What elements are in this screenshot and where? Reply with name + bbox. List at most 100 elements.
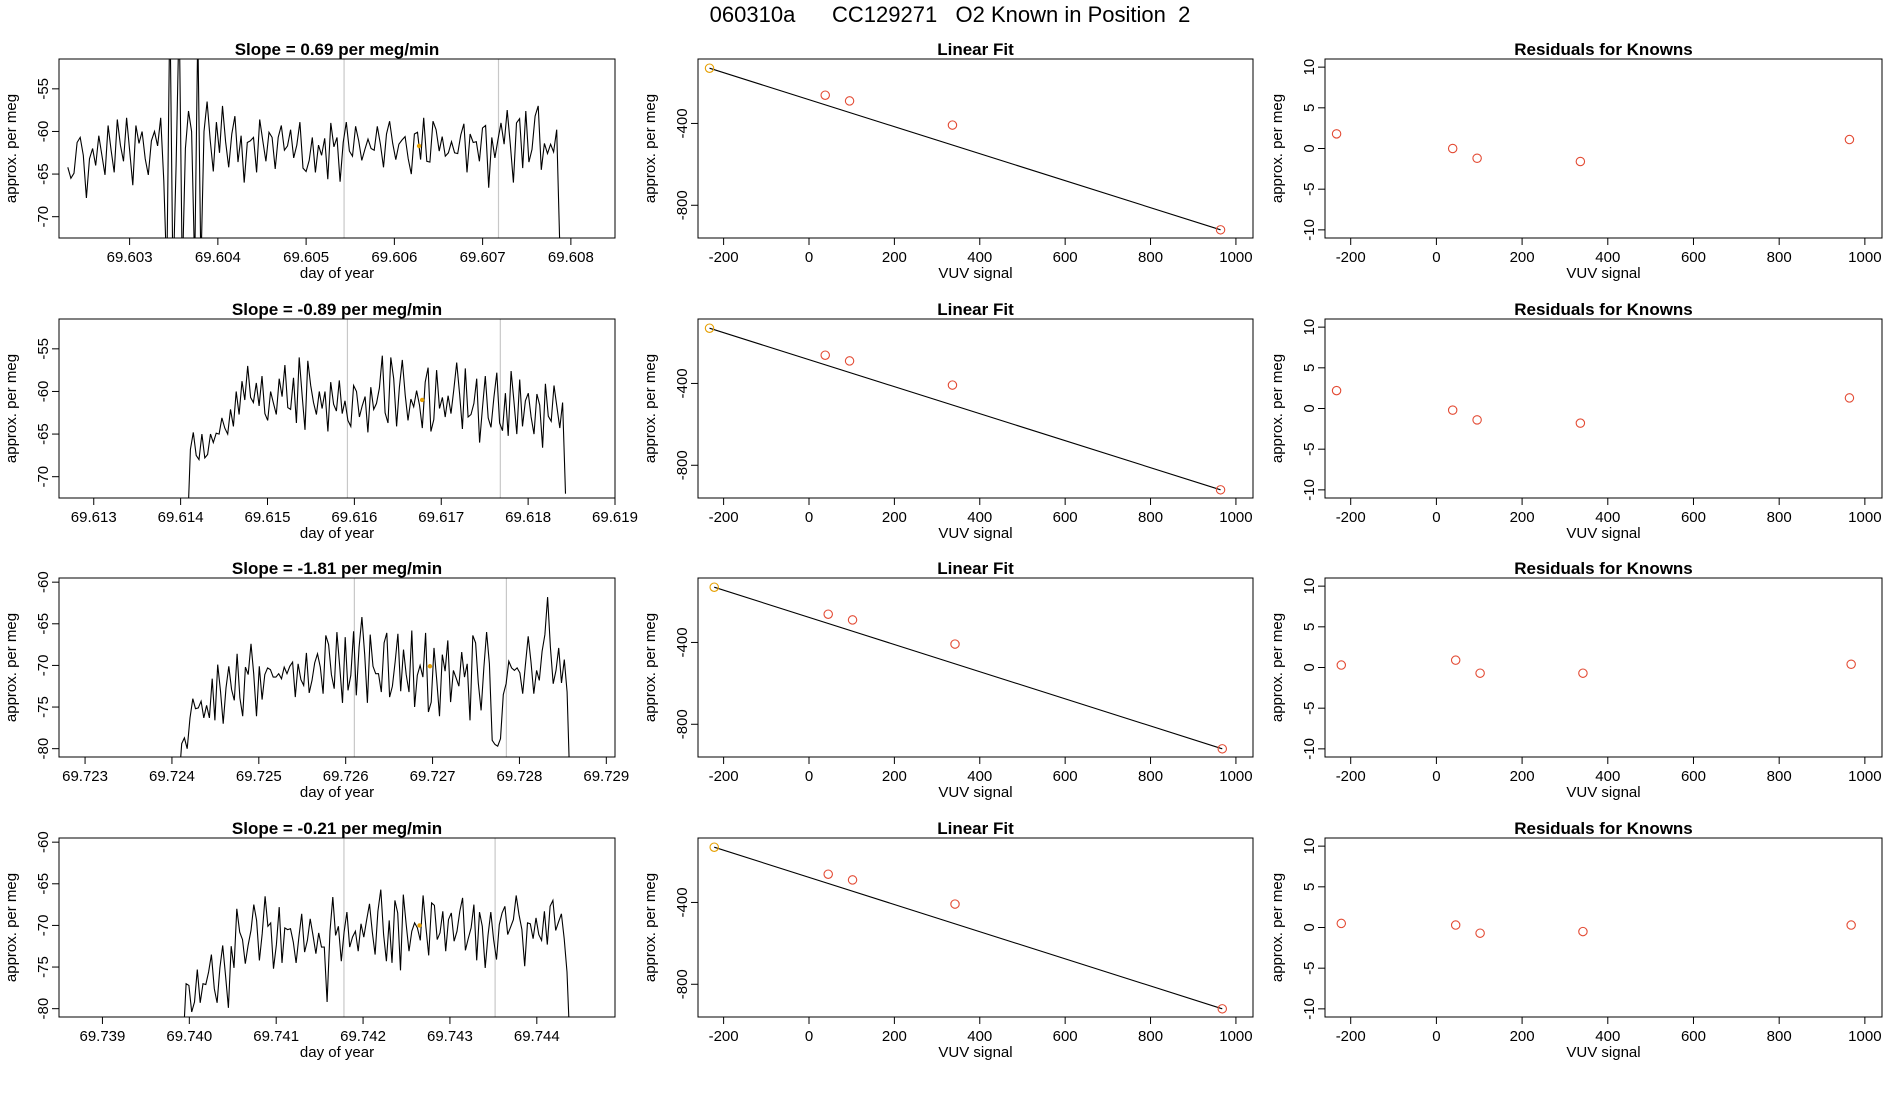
y-tick-label: 5 bbox=[1301, 883, 1318, 891]
x-axis-label: VUV signal bbox=[938, 265, 1012, 282]
x-tick-label: 600 bbox=[1053, 768, 1078, 785]
x-tick-label: 400 bbox=[1595, 768, 1620, 785]
x-tick-label: 1000 bbox=[1848, 249, 1881, 266]
data-point bbox=[847, 615, 858, 625]
y-tick-label: 10 bbox=[1301, 59, 1318, 76]
panel-8: Linear Fit -200 0 200 400 600 800 1000 -400 -800 V… bbox=[642, 819, 1254, 1061]
data-point bbox=[704, 63, 715, 73]
x-tick-label: 69.619 bbox=[592, 509, 638, 526]
panel-title: Residuals for Knowns bbox=[1514, 40, 1693, 59]
y-tick-label: -70 bbox=[35, 655, 52, 677]
y-tick-label: -60 bbox=[35, 571, 52, 593]
x-tick-label: 0 bbox=[1432, 249, 1440, 266]
data-point bbox=[1217, 1004, 1228, 1014]
data-point bbox=[1578, 668, 1588, 678]
panel-11: Residuals for Knowns-200 0 200 400 600 800 100… bbox=[1269, 559, 1883, 801]
x-tick-label: 0 bbox=[805, 509, 813, 526]
x-tick-label: 69.616 bbox=[331, 509, 377, 526]
data-point bbox=[847, 875, 858, 885]
panel-frame bbox=[1324, 318, 1883, 499]
y-tick-label: -80 bbox=[35, 738, 52, 760]
x-tick-label: -200 bbox=[1336, 1028, 1366, 1045]
y-tick-label: 10 bbox=[1301, 838, 1318, 855]
panel-title: Linear Fit bbox=[937, 819, 1014, 838]
y-tick-label: -10 bbox=[1301, 738, 1318, 760]
x-tick-label: 69.604 bbox=[195, 249, 241, 266]
data-point bbox=[950, 639, 960, 649]
data-point bbox=[1844, 393, 1855, 403]
panel-title: Slope = -0.21 per meg/min bbox=[232, 819, 442, 838]
y-tick-label: -65 bbox=[35, 613, 52, 635]
panel-4: Slope = -0.21 per meg/min 69.739 69.740 69.… bbox=[3, 819, 616, 1061]
y-tick-label: -70 bbox=[35, 206, 52, 228]
x-tick-label: 800 bbox=[1138, 249, 1163, 266]
y-axis-label: approx. per meg bbox=[642, 873, 659, 982]
x-tick-label: 400 bbox=[967, 509, 992, 526]
data-point bbox=[1336, 918, 1347, 929]
y-tick-label: 5 bbox=[1301, 104, 1318, 112]
x-tick-label: 69.739 bbox=[79, 1028, 125, 1045]
x-tick-label: 400 bbox=[967, 249, 992, 266]
x-axis-label: day of year bbox=[300, 265, 374, 282]
panel-frame bbox=[58, 318, 616, 499]
data-point bbox=[823, 869, 833, 879]
data-point bbox=[1575, 156, 1586, 167]
panel-title: Residuals for Knowns bbox=[1514, 559, 1693, 578]
y-tick-label: -55 bbox=[35, 338, 52, 360]
x-axis-label: day of year bbox=[300, 1044, 374, 1061]
x-tick-label: -200 bbox=[1336, 509, 1366, 526]
x-tick-label: 800 bbox=[1767, 509, 1792, 526]
x-tick-label: 600 bbox=[1053, 509, 1078, 526]
y-tick-label: -80 bbox=[35, 998, 52, 1020]
panel-10: Residuals for Knowns-200 0 200 400 600 800 100… bbox=[1269, 300, 1883, 542]
data-series-line bbox=[183, 889, 570, 1017]
plot-area bbox=[188, 319, 567, 498]
y-tick-label: -65 bbox=[35, 163, 52, 185]
y-tick-label: -800 bbox=[674, 450, 691, 480]
x-tick-label: 0 bbox=[805, 249, 813, 266]
data-point bbox=[704, 323, 715, 333]
x-tick-label: 800 bbox=[1767, 768, 1792, 785]
data-series-line bbox=[180, 597, 570, 757]
x-tick-label: 600 bbox=[1053, 249, 1078, 266]
x-tick-label: 800 bbox=[1138, 1028, 1163, 1045]
panel-frame bbox=[58, 577, 616, 758]
x-tick-label: 600 bbox=[1681, 509, 1706, 526]
data-point bbox=[820, 350, 830, 360]
x-tick-label: 69.723 bbox=[62, 768, 108, 785]
y-tick-label: -70 bbox=[35, 915, 52, 937]
data-point bbox=[1215, 225, 1226, 235]
x-tick-label: 0 bbox=[1432, 768, 1440, 785]
x-axis-label: VUV signal bbox=[1566, 1044, 1640, 1061]
y-tick-label: 5 bbox=[1301, 364, 1318, 372]
x-tick-label: 200 bbox=[1510, 768, 1535, 785]
x-tick-label: 1000 bbox=[1219, 1028, 1252, 1045]
x-tick-label: 0 bbox=[1432, 509, 1440, 526]
data-point bbox=[1472, 153, 1482, 164]
panel-5: Linear Fit -200 0 200 400 600 800 1000 -400 -800 V… bbox=[642, 40, 1254, 282]
y-axis-label: approx. per meg bbox=[1269, 354, 1286, 463]
panel-title: Linear Fit bbox=[937, 40, 1014, 59]
x-tick-label: 69.618 bbox=[505, 509, 551, 526]
data-point bbox=[950, 899, 960, 909]
plot-area bbox=[1331, 129, 1855, 167]
data-point bbox=[1475, 928, 1485, 938]
plot-area bbox=[183, 838, 570, 1017]
y-tick-label: -800 bbox=[674, 969, 691, 999]
y-tick-label: -60 bbox=[35, 831, 52, 853]
plot-area bbox=[709, 842, 1228, 1014]
data-series-line bbox=[188, 355, 567, 498]
x-tick-label: 600 bbox=[1681, 249, 1706, 266]
x-tick-label: 69.608 bbox=[548, 249, 594, 266]
x-tick-label: 69.726 bbox=[323, 768, 369, 785]
data-point bbox=[1447, 143, 1458, 154]
plot-area bbox=[1336, 655, 1856, 678]
x-tick-label: 69.605 bbox=[283, 249, 329, 266]
x-tick-label: 600 bbox=[1681, 768, 1706, 785]
y-tick-label: 10 bbox=[1301, 319, 1318, 336]
x-tick-label: 0 bbox=[805, 768, 813, 785]
panel-frame bbox=[1324, 837, 1883, 1018]
y-tick-label: -10 bbox=[1301, 219, 1318, 241]
y-tick-label: -55 bbox=[35, 78, 52, 100]
panel-1: Slope = 0.69 per meg/min 69.603 69.604 69.6… bbox=[3, 40, 616, 282]
